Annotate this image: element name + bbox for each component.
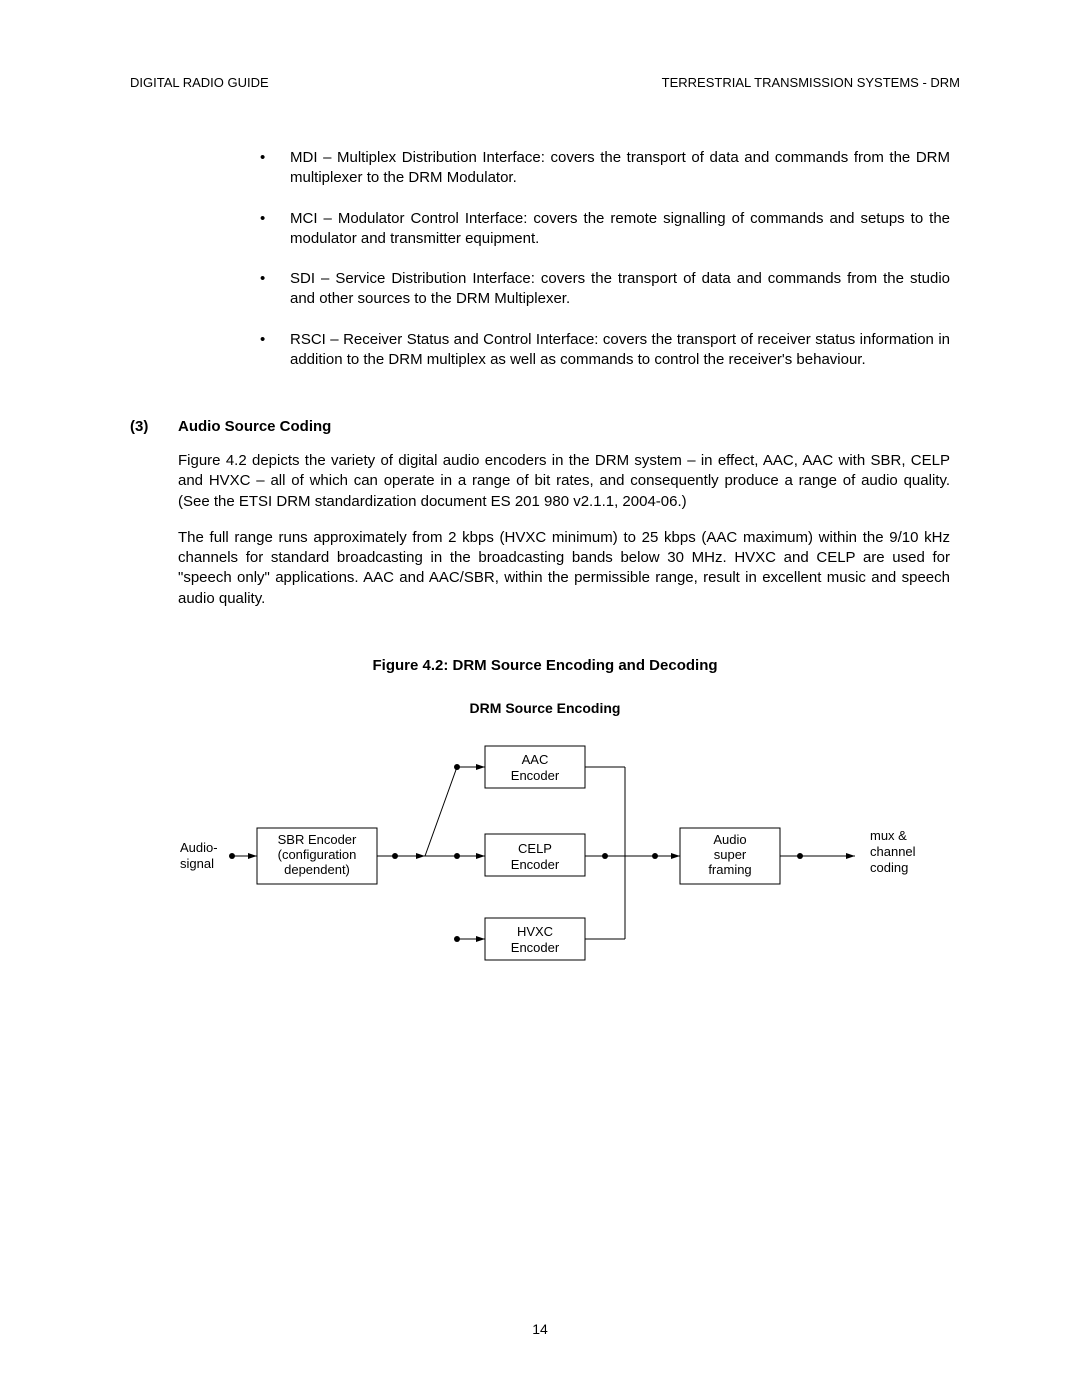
celp-line1: CELP xyxy=(518,841,552,856)
section-number: (3) xyxy=(130,418,178,435)
page-number: 14 xyxy=(0,1321,1080,1337)
bullet-text: SDI – Service Distribution Interface: co… xyxy=(290,269,950,310)
celp-line2: Encoder xyxy=(511,857,560,872)
bullet-icon: • xyxy=(260,209,290,250)
sbr-line3: dependent) xyxy=(284,862,350,877)
paragraph: The full range runs approximately from 2… xyxy=(178,528,950,609)
page-header: DIGITAL RADIO GUIDE TERRESTRIAL TRANSMIS… xyxy=(130,75,960,90)
figure-subtitle: DRM Source Encoding xyxy=(130,700,960,716)
bullet-icon: • xyxy=(260,148,290,189)
label-audio: Audio- xyxy=(180,840,218,855)
aac-line1: AAC xyxy=(522,752,549,767)
aac-line2: Encoder xyxy=(511,768,560,783)
bullet-text: MCI – Modulator Control Interface: cover… xyxy=(290,209,950,250)
sbr-line2: (configuration xyxy=(278,847,357,862)
bullet-text: RSCI – Receiver Status and Control Inter… xyxy=(290,330,950,371)
frame-line2: super xyxy=(714,847,747,862)
hvxc-line2: Encoder xyxy=(511,940,560,955)
frame-line1: Audio xyxy=(713,832,746,847)
header-right: TERRESTRIAL TRANSMISSION SYSTEMS - DRM xyxy=(662,75,960,90)
out-line3: coding xyxy=(870,860,908,875)
bullet-icon: • xyxy=(260,330,290,371)
section-heading: (3) Audio Source Coding xyxy=(130,418,960,435)
list-item: • SDI – Service Distribution Interface: … xyxy=(260,269,950,310)
paragraph: Figure 4.2 depicts the variety of digita… xyxy=(178,451,950,512)
list-item: • MCI – Modulator Control Interface: cov… xyxy=(260,209,950,250)
figure-title: Figure 4.2: DRM Source Encoding and Deco… xyxy=(130,657,960,674)
bullet-icon: • xyxy=(260,269,290,310)
frame-line3: framing xyxy=(708,862,751,877)
page: DIGITAL RADIO GUIDE TERRESTRIAL TRANSMIS… xyxy=(0,0,1080,1397)
out-line2: channel xyxy=(870,844,916,859)
bullet-list: • MDI – Multiplex Distribution Interface… xyxy=(260,148,950,370)
flowchart: Audio- signal SBR Encoder (configuration… xyxy=(135,726,955,1006)
out-line1: mux & xyxy=(870,828,907,843)
sbr-line1: SBR Encoder xyxy=(278,832,357,847)
list-item: • MDI – Multiplex Distribution Interface… xyxy=(260,148,950,189)
header-left: DIGITAL RADIO GUIDE xyxy=(130,75,269,90)
label-signal: signal xyxy=(180,856,214,871)
hvxc-line1: HVXC xyxy=(517,924,553,939)
list-item: • RSCI – Receiver Status and Control Int… xyxy=(260,330,950,371)
section-title: Audio Source Coding xyxy=(178,418,331,435)
bullet-text: MDI – Multiplex Distribution Interface: … xyxy=(290,148,950,189)
